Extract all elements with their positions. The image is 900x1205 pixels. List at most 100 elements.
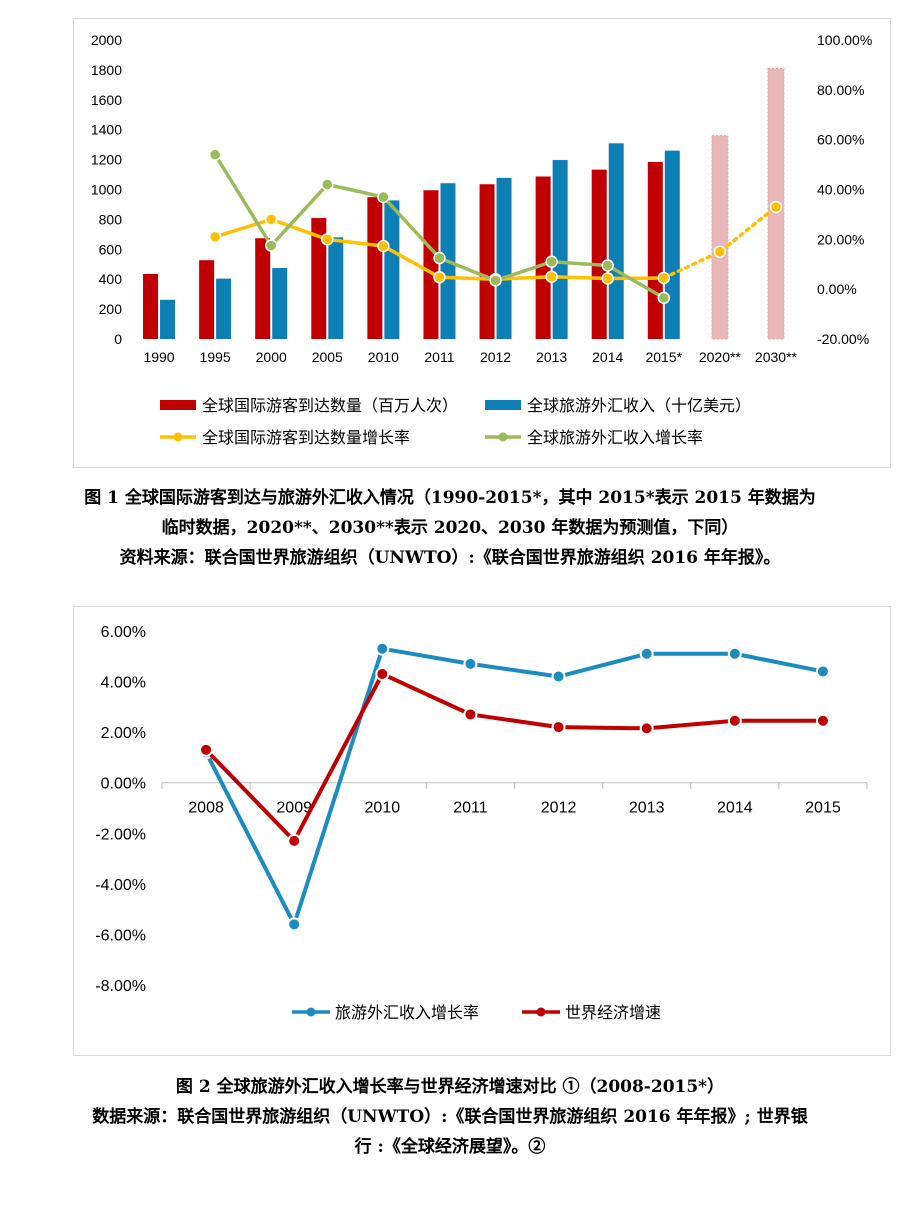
y-tick-label: 0.00% [101, 776, 146, 793]
x-tick-label: 2014 [717, 800, 753, 817]
figure2-caption-line: 图 2 全球旅游外汇收入增长率与世界经济增速对比 ①（2008-2015*） [175, 1077, 725, 1097]
line-point-arrivals-growth [321, 233, 334, 246]
y-left-tick-label: 1400 [91, 122, 122, 138]
line-point-arrivals-growth [545, 270, 558, 283]
bar-receipts [216, 278, 232, 339]
line-point-1 [815, 713, 830, 728]
figure2-caption-line: 数据来源：联合国世界旅游组织（UNWTO）:《联合国世界旅游组织 2016 年年… [92, 1107, 808, 1127]
bar-receipts [496, 177, 512, 339]
line-point-1 [287, 833, 302, 848]
y-right-tick-label: 100.00% [817, 32, 872, 48]
y-tick-label: -2.00% [95, 826, 146, 843]
x-tick-label: 2030** [755, 349, 798, 365]
line-point-1 [199, 742, 214, 757]
y-tick-label: 6.00% [101, 624, 146, 641]
bar-forecast-arrivals [711, 135, 729, 340]
line-point-1 [551, 720, 566, 735]
line-point-arrivals-growth [713, 245, 727, 259]
x-tick-label: 2012 [541, 800, 577, 817]
x-tick-label: 2015 [805, 800, 841, 817]
line-point-1 [463, 707, 478, 722]
chart2-container: 6.00% 4.00% 2.00% 0.00% -2.00% -4.00% -6.00% -8… [73, 606, 891, 1056]
y-left-tick-label: 1600 [91, 92, 122, 108]
line-point-receipts-growth [433, 251, 446, 265]
bar-arrivals [143, 273, 159, 339]
bar-arrivals [311, 218, 327, 339]
y-tick-label: 2.00% [101, 725, 146, 742]
y-tick-label: 4.00% [101, 675, 146, 692]
series-line-dashed-arrivals-growth [662, 205, 778, 280]
line-point-0 [463, 656, 478, 671]
x-tick-label: 2010 [365, 800, 401, 817]
line-point-receipts-growth [601, 259, 614, 272]
figure1-caption-line: 临时数据，2020**、2030**表示 2020、2030 年数据为预测值，下… [161, 518, 739, 538]
y-left-tick-label: 1200 [91, 152, 122, 168]
legend-swatch-marker [498, 432, 508, 442]
line-point-arrivals-growth [769, 200, 783, 214]
legend-swatch-marker [536, 1007, 546, 1017]
bar-arrivals [423, 190, 439, 339]
legend-swatch-marker [173, 432, 183, 442]
line-point-1 [639, 721, 654, 736]
line-point-receipts-growth [264, 239, 278, 252]
legend-label: 全球旅游外汇收入（十亿美元） [527, 397, 751, 415]
x-tick-label: 2010 [368, 349, 399, 365]
x-tick-label: 2009 [276, 800, 312, 817]
bar-arrivals [367, 197, 383, 339]
bar-receipts [160, 299, 176, 339]
line-point-receipts-growth [657, 291, 671, 305]
x-tick-label: 2020** [699, 349, 742, 365]
bar-receipts [328, 237, 344, 339]
legend-label: 全球国际游客到达数量增长率 [202, 429, 410, 447]
series-line-1 [204, 671, 823, 843]
bar-arrivals [199, 260, 215, 339]
figure2-caption: 图 2 全球旅游外汇收入增长率与世界经济增速对比 ①（2008-2015*） 数… [0, 1072, 900, 1162]
y-left-tick-label: 600 [99, 241, 123, 257]
line-point-arrivals-growth [601, 272, 614, 285]
y-left-tick-label: 1800 [91, 62, 122, 78]
bar-arrivals [647, 161, 663, 339]
y-right-tick-label: 0.00% [817, 281, 857, 297]
line-point-0 [727, 646, 742, 661]
y-right-tick-label: 60.00% [817, 132, 864, 148]
line-point-0 [287, 917, 302, 932]
y-left-tick-label: 400 [99, 271, 123, 287]
line-point-0 [551, 669, 566, 684]
line-point-receipts-growth [208, 148, 222, 161]
line-point-arrivals-growth [657, 271, 671, 285]
x-tick-label: 2000 [256, 349, 287, 365]
y-tick-label: -4.00% [95, 877, 146, 894]
y-left-tick-label: 1000 [91, 182, 122, 198]
x-tick-label: 2012 [480, 349, 511, 365]
y-left-tick-label: 800 [99, 211, 123, 227]
legend-swatch-marker [306, 1007, 316, 1017]
y-left-tick-label: 2000 [91, 32, 122, 48]
y-right-tick-label: -20.00% [817, 331, 869, 347]
legend-swatch [485, 400, 521, 410]
y-left-tick-label: 200 [99, 301, 123, 317]
figure1-caption: 图 1 全球国际游客到达与旅游外汇收入情况（1990-2015*，其中 2015… [0, 483, 900, 573]
line-point-arrivals-growth [264, 213, 278, 226]
line-point-receipts-growth [545, 255, 558, 269]
x-tick-label: 2015* [645, 349, 682, 365]
line-point-receipts-growth [489, 274, 502, 287]
x-tick-label: 1990 [143, 349, 174, 365]
line-point-receipts-growth [377, 190, 390, 204]
line-point-arrivals-growth [433, 270, 446, 284]
y-left-tick-label: 0 [114, 331, 122, 347]
bar-arrivals [479, 184, 495, 339]
chart1-container: 0 200 400 600 800 1000 1200 1400 1600 1800 2000 -20… [73, 18, 891, 468]
x-tick-label: 2011 [424, 349, 454, 365]
line-point-arrivals-growth [377, 239, 390, 253]
x-tick-label: 2008 [188, 800, 224, 817]
x-tick-label: 2013 [536, 349, 567, 365]
bar-arrivals [591, 169, 607, 339]
legend-label: 旅游外汇收入增长率 [335, 1004, 479, 1022]
bar-receipts [384, 200, 400, 339]
y-right-tick-label: 80.00% [817, 82, 864, 98]
bar-arrivals [255, 238, 271, 339]
x-tick-label: 2011 [453, 800, 488, 817]
line-point-0 [639, 646, 654, 661]
bar-receipts [552, 160, 568, 339]
legend-label: 世界经济增速 [565, 1004, 661, 1022]
